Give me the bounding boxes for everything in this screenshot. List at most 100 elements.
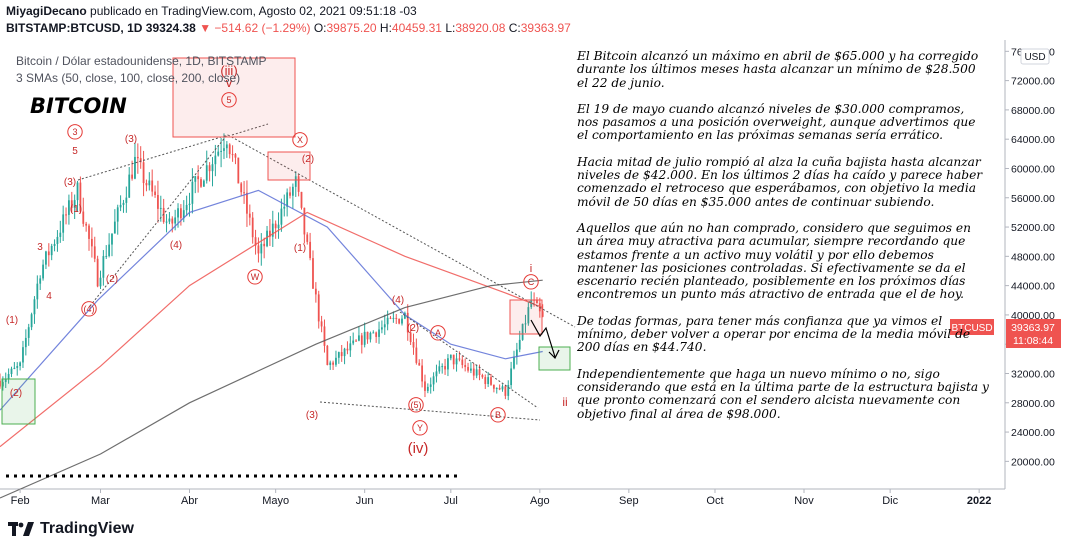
chart-area[interactable]: (iii)v 5 X (2) (3) (4) (1) (2) 3 5 (3) (1) 4 3 (4) (2) W… [0, 40, 1073, 515]
candle [231, 145, 234, 162]
candle [467, 362, 469, 373]
trendline[interactable] [399, 311, 539, 409]
analysis-paragraph-4: Aquellos que aún no han comprado, consid… [577, 220, 971, 302]
wave-label[interactable]: (2) [10, 388, 22, 399]
candle [498, 384, 501, 391]
plot-background[interactable] [0, 40, 1005, 489]
candle [432, 372, 435, 392]
target-box-top[interactable] [172, 57, 296, 138]
price-axis[interactable]: 76000.0072000.0068000.0064000.0060000.00… [1005, 46, 1055, 468]
svg-text:(5): (5) [411, 400, 422, 410]
candle [406, 304, 409, 341]
trendline[interactable] [89, 134, 228, 307]
candle [332, 360, 334, 371]
candle [116, 204, 119, 235]
candle [355, 339, 357, 342]
svg-text:W: W [251, 272, 260, 282]
tradingview-branding[interactable]: TradingView [8, 520, 134, 538]
time-tick-label: Feb [11, 495, 30, 507]
sma-line[interactable] [0, 189, 543, 411]
target-box-start[interactable] [1, 378, 36, 425]
wave-label[interactable]: i [530, 263, 532, 275]
wave-label[interactable]: (5) [408, 397, 424, 413]
symbol-price-tag-label: BTCUSD [951, 323, 992, 334]
projection-arrowhead [548, 349, 560, 360]
sma-line[interactable] [0, 211, 543, 448]
candle [50, 243, 53, 261]
candle [495, 387, 498, 394]
candle [527, 301, 530, 326]
wave-label[interactable]: B [490, 407, 506, 423]
wave-label[interactable]: 3 [37, 242, 43, 253]
wave-label[interactable]: (3) [125, 134, 137, 145]
chart-title-label: BITCOIN [30, 94, 127, 118]
candle [323, 319, 326, 353]
wave-label[interactable]: (4) [392, 295, 404, 306]
candle [280, 198, 283, 232]
target-box-x[interactable] [267, 151, 311, 181]
candle [283, 194, 286, 217]
last-price-tag-countdown: 11:08:44 [1013, 335, 1053, 347]
target-box-current[interactable] [509, 299, 543, 335]
candle [108, 233, 111, 258]
wave-label[interactable]: ii [562, 395, 567, 409]
wave-label[interactable]: (2) [302, 154, 314, 165]
wave-label[interactable]: 3 [67, 124, 83, 140]
wave-label[interactable]: (3) [306, 410, 318, 421]
trendline[interactable] [319, 401, 541, 421]
candle [165, 214, 168, 233]
wave-label[interactable]: (1) [70, 204, 82, 215]
wave-label[interactable]: (iii) [220, 63, 237, 78]
time-axis[interactable]: Feb Mar Abr Mayo Jun Jul Ago Sep Oct Nov Dic 2022 [11, 489, 992, 507]
wave-label[interactable]: (4) [170, 240, 182, 251]
wave-label[interactable]: X [292, 132, 308, 148]
last-price-tag-value: 39363.97 [1011, 322, 1055, 334]
time-tick-label: Jun [356, 495, 374, 507]
candle [429, 377, 432, 394]
target-box-entry[interactable] [538, 346, 571, 371]
candle [168, 211, 171, 225]
candle [291, 183, 294, 209]
price-tick-label: 48000.00 [1011, 251, 1055, 263]
wave-label[interactable]: 5 [221, 92, 237, 108]
candle [375, 331, 378, 343]
wave-label[interactable]: (iv) [408, 440, 429, 457]
candle [56, 230, 59, 252]
sma-line[interactable] [0, 279, 543, 499]
publisher-name[interactable]: MiyagiDecano [6, 4, 87, 18]
candle [337, 351, 340, 364]
wave-label[interactable]: (2) [407, 323, 419, 334]
candle [93, 236, 96, 263]
wave-label[interactable]: (1) [6, 315, 18, 326]
wave-label[interactable]: (1) [294, 243, 306, 254]
wave-label[interactable]: v [226, 75, 233, 90]
wave-label[interactable]: (2) [106, 274, 118, 285]
wave-label[interactable]: C [523, 274, 539, 290]
wave-label[interactable]: W [247, 269, 263, 285]
candle [134, 142, 136, 180]
price-tick-label: 28000.00 [1011, 398, 1055, 410]
wave-label[interactable]: Y [412, 420, 428, 436]
svg-text:(2): (2) [407, 323, 419, 334]
projection-path[interactable] [530, 319, 556, 358]
candle [421, 359, 423, 388]
wave-label[interactable]: 5 [72, 146, 78, 157]
price-tick-label: 44000.00 [1011, 281, 1055, 293]
candle [300, 191, 303, 210]
wave-label[interactable]: 4 [46, 291, 52, 302]
candle [217, 144, 220, 157]
candle [513, 350, 515, 370]
wave-label[interactable]: (4) [81, 301, 97, 317]
price-tick-label: 32000.00 [1011, 368, 1055, 380]
candle [105, 245, 108, 259]
wave-label[interactable]: A [430, 325, 446, 341]
candle [455, 353, 458, 372]
currency-badge[interactable] [1020, 48, 1050, 65]
symbol-price-tag [950, 319, 994, 335]
candle [289, 186, 291, 199]
candle [392, 311, 395, 323]
wave-label[interactable]: (3) [64, 177, 76, 188]
candle [395, 314, 398, 324]
time-tick-label: Mayo [262, 495, 289, 507]
candle [401, 315, 403, 326]
